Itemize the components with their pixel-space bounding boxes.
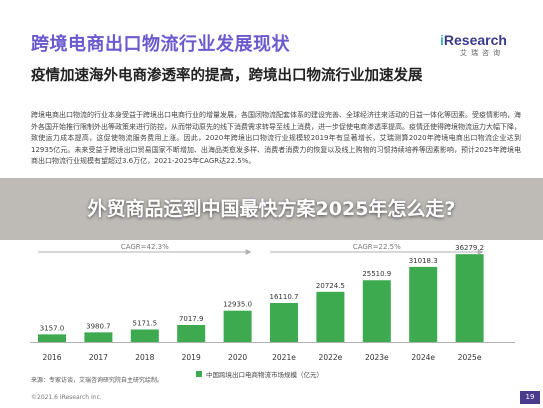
tick-label-2017: 2017 — [89, 353, 108, 362]
logo-cn: 艾瑞咨询 — [460, 49, 504, 57]
tick-label-2018: 2018 — [135, 353, 154, 362]
tick-label-2024e: 2024e — [411, 353, 435, 362]
logo-brand: iResearch — [440, 32, 520, 48]
bar-2024e — [409, 266, 438, 342]
tick-label-2025e: 2025e — [458, 353, 482, 362]
copyright: ©2021.6 iResearch Inc. — [31, 394, 102, 401]
value-label-2017: 3980.7 — [86, 322, 111, 330]
value-label-2023e: 25510.9 — [362, 270, 391, 278]
overlay-title: 外贸商品运到中国最快方案2025年怎么走? — [87, 198, 456, 220]
page-number: 19 — [520, 391, 540, 404]
tick-label-2019: 2019 — [182, 353, 201, 362]
slide-body: 跨境电商出口物流的行业本身受益于跨境出口电商行业的增量发展，各国闭物流配套体系的… — [31, 111, 521, 165]
tick-label-2021e: 2021e — [272, 353, 296, 362]
iresearch-logo: iResearch 艾瑞咨询 — [440, 32, 520, 62]
bar-2020 — [223, 310, 252, 342]
value-label-2022e: 20724.5 — [316, 282, 345, 290]
value-label-2016: 3157.0 — [40, 324, 65, 332]
tick-label-2016: 2016 — [42, 353, 61, 362]
cagr-arrow-0 — [245, 249, 252, 255]
source-note: 来源：专家访谈，艾瑞咨询研究院自主研究绘制。 — [31, 377, 164, 384]
bar-2022e — [316, 291, 345, 342]
cagr-arrow-1 — [477, 249, 484, 255]
tick-label-2023e: 2023e — [365, 353, 389, 362]
bar-2016 — [38, 334, 66, 342]
value-label-2024e: 31018.3 — [409, 257, 438, 265]
bar-2017 — [84, 332, 113, 342]
bar-2025e — [455, 254, 484, 342]
cagr-label-1: CAGR=22.5% — [353, 243, 401, 251]
bar-2023e — [362, 280, 391, 342]
slide-title: 跨境电商出口物流行业发展现状 — [31, 34, 290, 55]
bar-2021e — [270, 302, 298, 342]
tick-label-2020: 2020 — [228, 353, 247, 362]
tick-label-2022e: 2022e — [319, 353, 343, 362]
value-label-2020: 12935.0 — [223, 301, 252, 309]
cagr-label-0: CAGR=42.3% — [121, 243, 169, 251]
value-label-2019: 7017.9 — [179, 315, 204, 323]
logo-brand-i: i — [440, 32, 444, 48]
logo-brand-rest: Research — [443, 32, 507, 48]
value-label-2021e: 16110.7 — [270, 293, 299, 301]
value-label-2025e: 36279.2 — [455, 244, 484, 252]
legend-label: 中国跨境出口电商物流市场规模（亿元） — [206, 370, 323, 379]
bar-2018 — [130, 329, 159, 342]
legend-swatch — [196, 371, 202, 377]
value-label-2018: 5171.5 — [133, 319, 158, 327]
overlay-band — [0, 178, 543, 240]
bar-2019 — [177, 325, 206, 342]
slide-subtitle: 疫情加速海外电商渗透率的提高，跨境出口物流行业加速发展 — [31, 68, 423, 84]
